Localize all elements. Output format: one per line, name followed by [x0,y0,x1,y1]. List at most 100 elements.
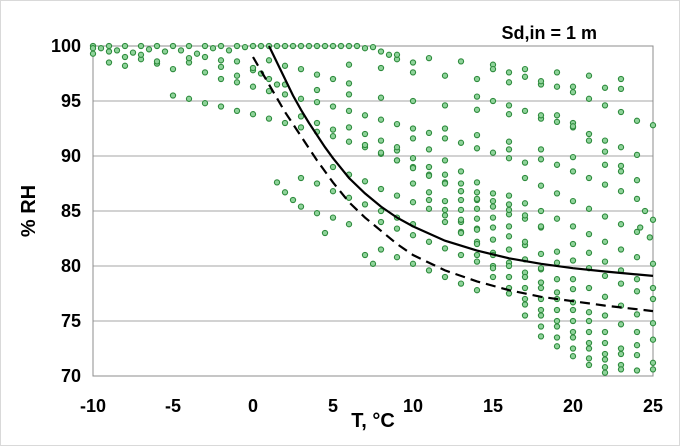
data-point [289,196,297,204]
data-point [537,279,545,286]
data-point [505,223,513,230]
data-point [569,276,577,283]
data-point [297,65,305,73]
data-point [257,42,265,50]
data-point [337,42,345,50]
data-point [425,163,433,171]
data-point [297,203,305,210]
data-point [297,174,305,182]
data-point [617,350,625,358]
data-point [601,161,609,168]
data-point [553,343,561,350]
data-point [145,46,153,53]
data-point [585,72,593,79]
x-tick-label: 20 [563,396,583,416]
data-point [369,260,377,267]
data-point [585,355,593,362]
data-point [273,81,281,88]
data-point [345,221,353,228]
data-point [329,42,337,50]
data-point [345,91,353,98]
data-point [313,210,321,217]
data-point [313,86,321,94]
data-point [649,366,657,373]
data-point [129,49,137,56]
data-point [569,240,577,248]
data-point [505,201,513,208]
data-point [217,63,225,71]
data-point [633,195,641,203]
data-point [489,65,497,73]
data-point [585,137,593,144]
data-point [617,162,625,170]
data-point [473,131,481,139]
data-point [473,93,481,100]
data-point [601,369,609,376]
data-point [313,42,321,50]
data-point [585,284,593,292]
data-point [601,102,609,109]
data-point [553,323,561,330]
data-point [617,366,625,373]
data-point [457,180,465,187]
data-point [113,47,121,54]
data-point [649,284,657,292]
data-point [409,59,417,66]
data-point [329,163,337,171]
data-point [569,83,577,90]
data-point [617,108,625,116]
data-point [321,229,329,237]
data-point [553,317,561,325]
data-point [105,42,113,50]
data-point [601,350,609,358]
data-point [521,312,529,319]
data-point [393,120,401,128]
data-point [569,223,577,230]
y-axis-label: % RH [18,185,40,237]
data-point [601,84,609,91]
data-point [637,224,644,231]
data-point [457,229,465,237]
data-point [569,328,577,336]
data-point [169,92,177,99]
data-point [329,126,337,133]
data-point [633,228,641,236]
data-point [361,251,369,259]
data-point [601,312,609,319]
data-point [441,135,449,142]
data-point [521,238,529,245]
data-point [521,200,529,207]
data-point [409,260,417,267]
data-point [633,177,641,184]
data-point [601,148,609,155]
data-point [473,179,481,186]
data-point [121,42,129,50]
x-tick-label: -10 [80,396,106,416]
data-point [649,320,657,327]
data-point [473,106,481,113]
data-point [329,133,337,140]
data-point [313,180,321,187]
data-point [633,117,641,124]
data-point [585,230,593,238]
y-tick-label: 85 [61,201,81,221]
data-point [409,97,417,105]
data-point [361,141,369,149]
data-point [569,197,577,205]
data-point [569,257,577,264]
data-point [585,339,593,347]
data-point [409,135,417,142]
data-point [569,89,577,96]
data-point [441,218,449,226]
data-point [569,285,577,293]
data-point [569,153,577,161]
data-point [281,91,289,98]
data-point [441,245,449,252]
data-point [505,79,513,86]
data-point [377,185,385,193]
data-point [425,172,433,179]
data-point [601,258,609,265]
data-point [617,168,625,175]
data-point [153,42,161,50]
data-point [233,107,241,115]
